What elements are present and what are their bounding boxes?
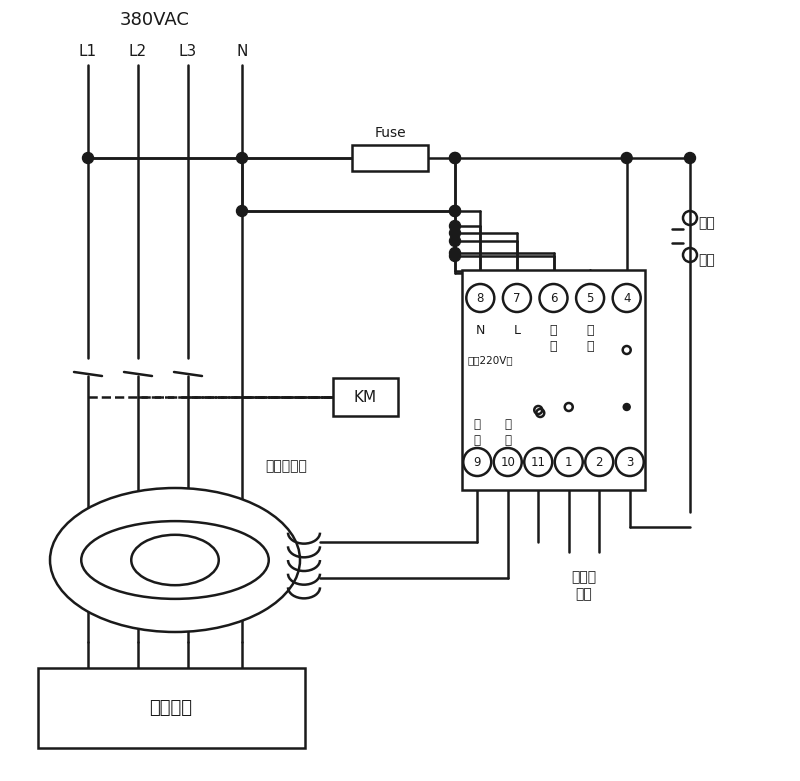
Text: 號: 號	[474, 433, 481, 447]
Circle shape	[450, 227, 461, 238]
Text: 4: 4	[623, 291, 630, 305]
Text: 10: 10	[500, 455, 515, 469]
Text: 號: 號	[504, 433, 511, 447]
Text: 报警: 报警	[576, 587, 592, 601]
Text: 信: 信	[474, 418, 481, 430]
Text: 試: 試	[550, 323, 558, 337]
Ellipse shape	[82, 521, 269, 599]
Circle shape	[450, 205, 461, 216]
Circle shape	[450, 152, 461, 163]
Text: L3: L3	[179, 45, 197, 59]
Text: 信: 信	[504, 418, 511, 430]
Text: 11: 11	[530, 455, 546, 469]
Text: L: L	[514, 323, 520, 337]
Circle shape	[450, 220, 461, 231]
Text: 8: 8	[477, 291, 484, 305]
Text: 接声光: 接声光	[571, 570, 597, 584]
Circle shape	[237, 152, 247, 163]
Text: 5: 5	[586, 291, 594, 305]
Text: 开关: 开关	[698, 253, 714, 267]
Circle shape	[450, 152, 461, 163]
Text: L2: L2	[129, 45, 147, 59]
Circle shape	[450, 248, 461, 259]
Text: 零序互感器: 零序互感器	[265, 459, 307, 473]
Text: 驗: 驗	[586, 340, 594, 352]
Text: 6: 6	[550, 291, 558, 305]
Text: 380VAC: 380VAC	[120, 11, 190, 29]
Bar	[462, 270, 645, 490]
Bar	[333, 378, 398, 416]
Text: 自锁: 自锁	[698, 216, 714, 230]
Text: Fuse: Fuse	[374, 126, 406, 140]
Text: 驗: 驗	[550, 340, 558, 352]
Bar	[38, 668, 305, 748]
Text: 用户设备: 用户设备	[150, 699, 193, 717]
Circle shape	[450, 236, 461, 247]
Text: 2: 2	[595, 455, 603, 469]
Text: 3: 3	[626, 455, 634, 469]
Ellipse shape	[131, 535, 218, 585]
Circle shape	[450, 251, 461, 262]
Circle shape	[622, 152, 632, 163]
Circle shape	[685, 152, 695, 163]
Circle shape	[237, 205, 247, 216]
Text: KM: KM	[354, 390, 377, 405]
Circle shape	[623, 404, 630, 411]
Ellipse shape	[50, 488, 300, 632]
Text: N: N	[236, 45, 248, 59]
Circle shape	[82, 152, 94, 163]
Text: 7: 7	[513, 291, 521, 305]
Text: 電源220V～: 電源220V～	[467, 355, 513, 365]
Bar	[352, 145, 428, 171]
Text: N: N	[476, 323, 485, 337]
Circle shape	[450, 205, 461, 216]
Text: L1: L1	[79, 45, 97, 59]
Text: 試: 試	[586, 323, 594, 337]
Text: 1: 1	[565, 455, 573, 469]
Text: 9: 9	[474, 455, 481, 469]
